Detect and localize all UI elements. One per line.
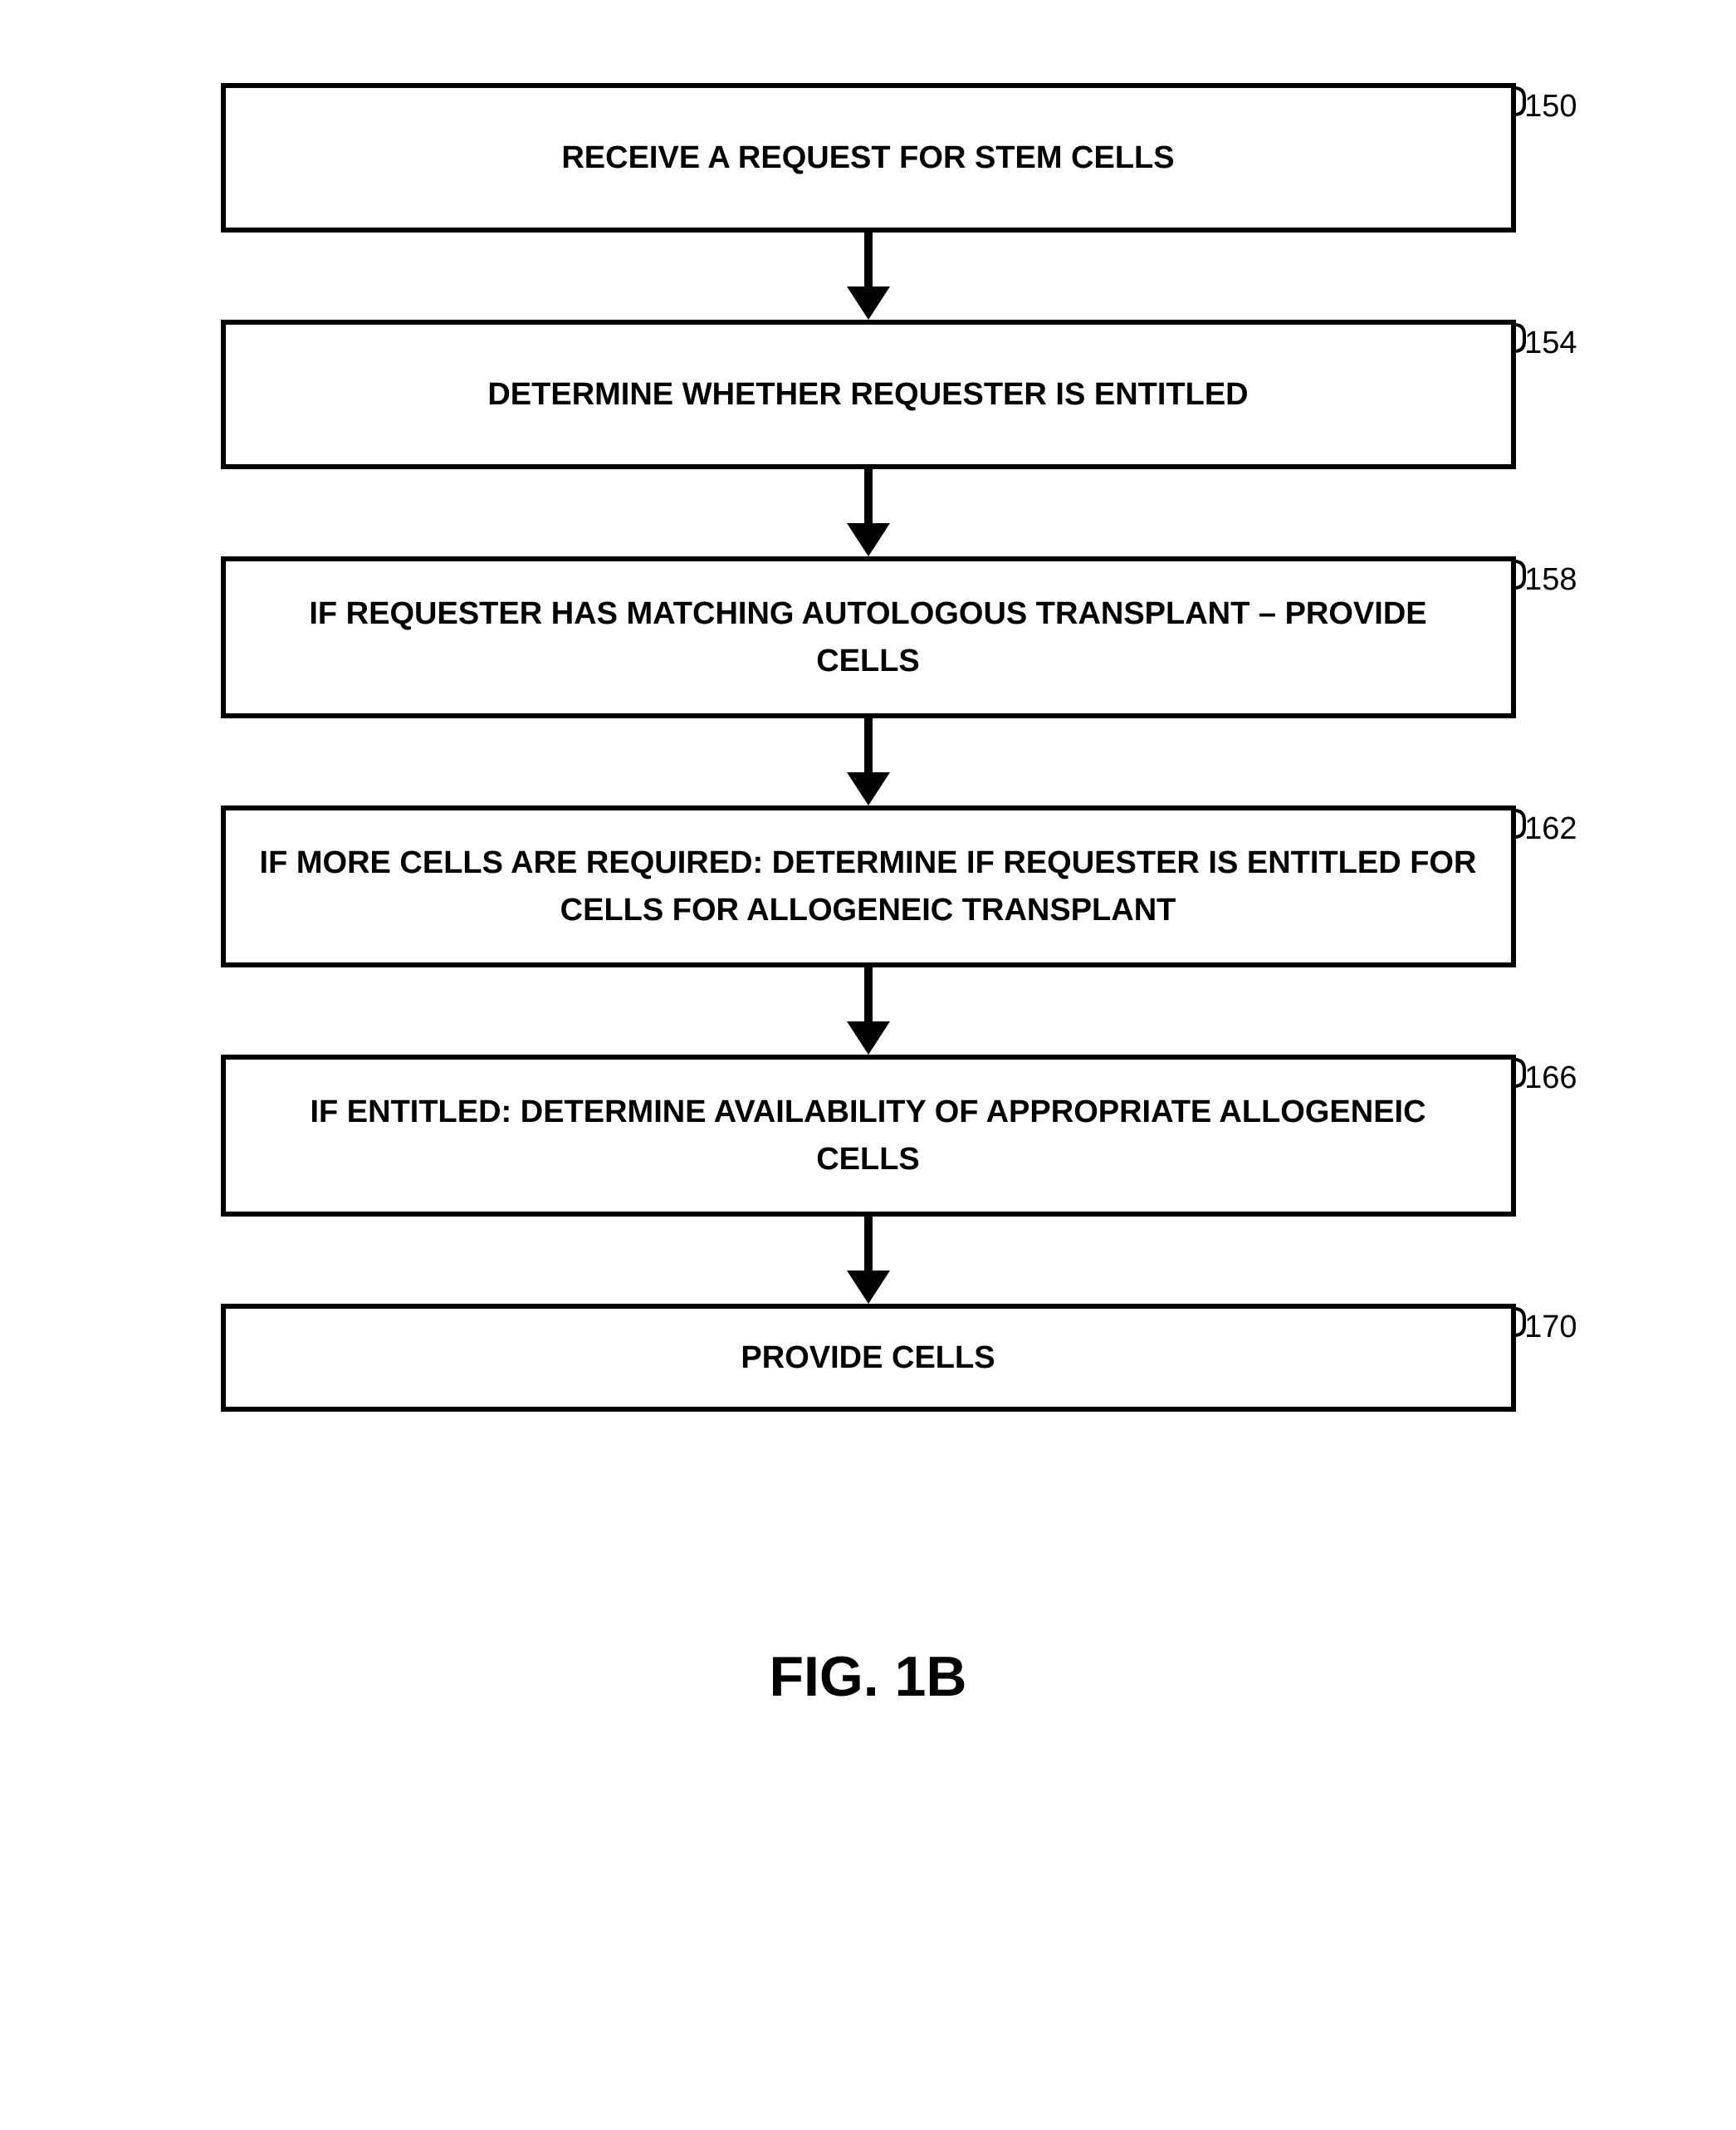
arrow-shaft-icon <box>864 469 873 527</box>
flowchart-box-154: DETERMINE WHETHER REQUESTER IS ENTITLED … <box>221 320 1516 469</box>
arrow-head-icon <box>847 1271 890 1304</box>
flowchart-box-text: IF REQUESTER HAS MATCHING AUTOLOGOUS TRA… <box>259 590 1478 685</box>
flowchart-ref-label: 162 <box>1524 805 1577 853</box>
flowchart-ref-label: 154 <box>1524 320 1577 367</box>
flowchart-box-text: IF ENTITLED: DETERMINE AVAILABILITY OF A… <box>259 1089 1478 1183</box>
arrow-shaft-icon <box>864 718 873 776</box>
flowchart-ref-label: 150 <box>1524 83 1577 130</box>
flowchart-arrow <box>121 718 1616 805</box>
arrow-head-icon <box>847 286 890 320</box>
figure-caption: FIG. 1B <box>121 1644 1616 1709</box>
flowchart-box-166: IF ENTITLED: DETERMINE AVAILABILITY OF A… <box>221 1055 1516 1217</box>
flowchart-arrow <box>121 967 1616 1055</box>
flowchart-box-162: IF MORE CELLS ARE REQUIRED: DETERMINE IF… <box>221 805 1516 967</box>
flowchart-box-text: DETERMINE WHETHER REQUESTER IS ENTITLED <box>487 371 1248 419</box>
arrow-shaft-icon <box>864 233 873 291</box>
flowchart-box-text: RECEIVE A REQUEST FOR STEM CELLS <box>561 135 1174 182</box>
arrow-head-icon <box>847 523 890 556</box>
arrow-shaft-icon <box>864 1217 873 1275</box>
flowchart-ref-label: 170 <box>1524 1304 1577 1351</box>
flowchart-box-text: PROVIDE CELLS <box>741 1334 995 1382</box>
flowchart-arrow <box>121 233 1616 320</box>
arrow-head-icon <box>847 1021 890 1055</box>
flowchart-box-text: IF MORE CELLS ARE REQUIRED: DETERMINE IF… <box>259 840 1478 934</box>
flowchart-box-150: RECEIVE A REQUEST FOR STEM CELLS 150 <box>221 83 1516 233</box>
flowchart-container: RECEIVE A REQUEST FOR STEM CELLS 150 DET… <box>121 83 1616 1709</box>
flowchart-arrow <box>121 469 1616 556</box>
arrow-shaft-icon <box>864 967 873 1026</box>
arrow-head-icon <box>847 772 890 805</box>
flowchart-ref-label: 166 <box>1524 1055 1577 1102</box>
flowchart-ref-label: 158 <box>1524 556 1577 604</box>
flowchart-box-158: IF REQUESTER HAS MATCHING AUTOLOGOUS TRA… <box>221 556 1516 718</box>
flowchart-arrow <box>121 1217 1616 1304</box>
flowchart-box-170: PROVIDE CELLS 170 <box>221 1304 1516 1412</box>
